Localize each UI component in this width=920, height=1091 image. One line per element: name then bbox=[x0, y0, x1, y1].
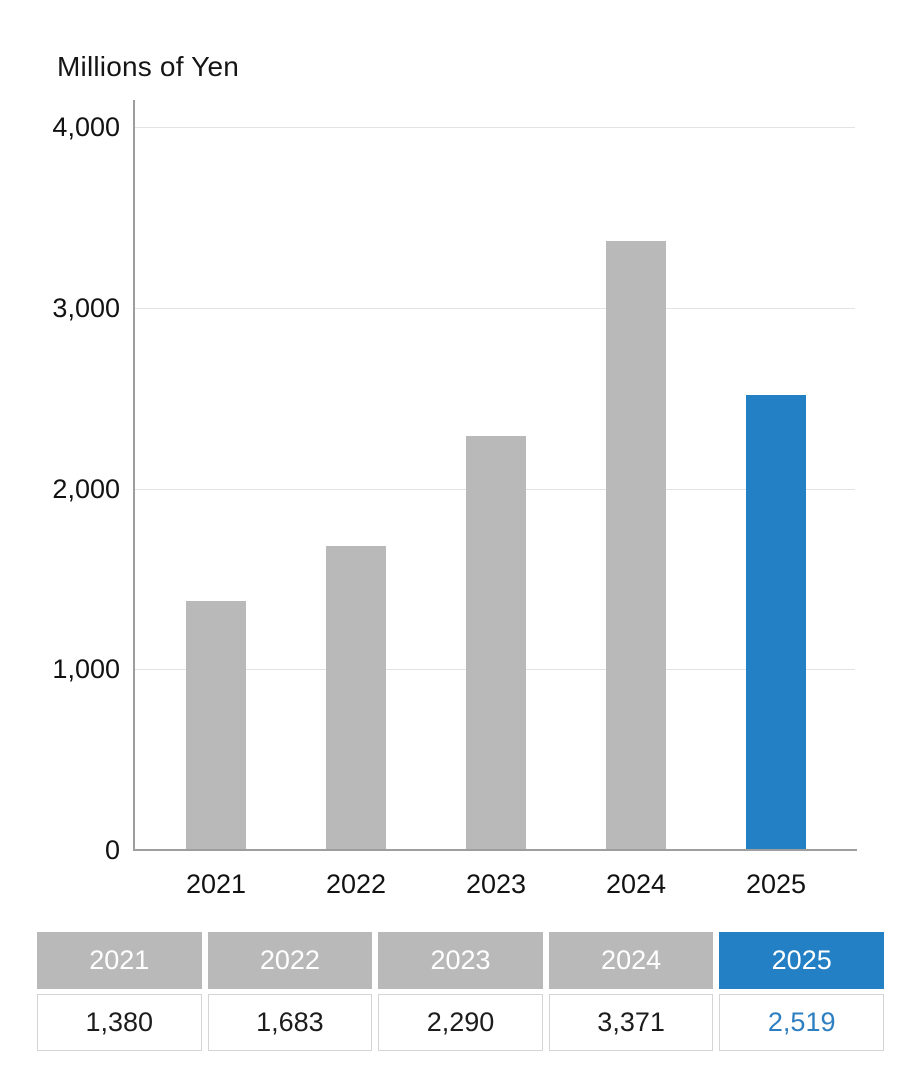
table-value-2025: 2,519 bbox=[719, 994, 884, 1051]
chart-title: Millions of Yen bbox=[57, 51, 240, 82]
plot-area: 0 1,000 2,000 3,000 4,000 2021 2022 2023 2024 20… bbox=[52, 100, 857, 899]
y-tick-label: 0 bbox=[104, 835, 120, 865]
gridline-3,000 bbox=[133, 307, 855, 309]
x-tick-label-2023: 2023 bbox=[465, 869, 527, 899]
table-value-2022: 1,683 bbox=[207, 994, 373, 1051]
x-tick-label-2021: 2021 bbox=[185, 869, 247, 899]
bar-2023 bbox=[466, 436, 526, 850]
y-tick-label: 3,000 bbox=[52, 292, 120, 323]
x-tick-label-2025: 2025 bbox=[745, 869, 807, 899]
table-header-2025: 2025 bbox=[719, 932, 884, 989]
bar-2024 bbox=[606, 241, 666, 850]
table-value-2024: 3,371 bbox=[548, 994, 714, 1051]
gridline-4,000 bbox=[133, 127, 855, 128]
x-tick-label-2022: 2022 bbox=[325, 869, 387, 899]
data-table: 2021 2022 2023 2024 2025 1,380 1,683 2,290 3,371… bbox=[37, 932, 884, 1051]
x-axis-line bbox=[133, 849, 857, 851]
y-tick-label: 4,000 bbox=[52, 112, 120, 142]
x-tick-label-2024: 2024 bbox=[605, 869, 667, 899]
table-value-2023: 2,290 bbox=[378, 994, 543, 1051]
bar-2025 bbox=[746, 395, 806, 850]
bar-2022 bbox=[326, 546, 386, 850]
table-header-2023: 2023 bbox=[378, 932, 543, 989]
table-header-2024: 2024 bbox=[548, 932, 714, 989]
y-tick-label: 1,000 bbox=[52, 654, 120, 685]
table-header-2022: 2022 bbox=[207, 932, 373, 989]
table-value-2021: 1,380 bbox=[37, 994, 202, 1051]
bar-2021 bbox=[186, 601, 246, 850]
y-axis-line bbox=[133, 100, 135, 851]
y-tick-label: 2,000 bbox=[52, 473, 120, 504]
table-header-2021: 2021 bbox=[37, 932, 202, 989]
